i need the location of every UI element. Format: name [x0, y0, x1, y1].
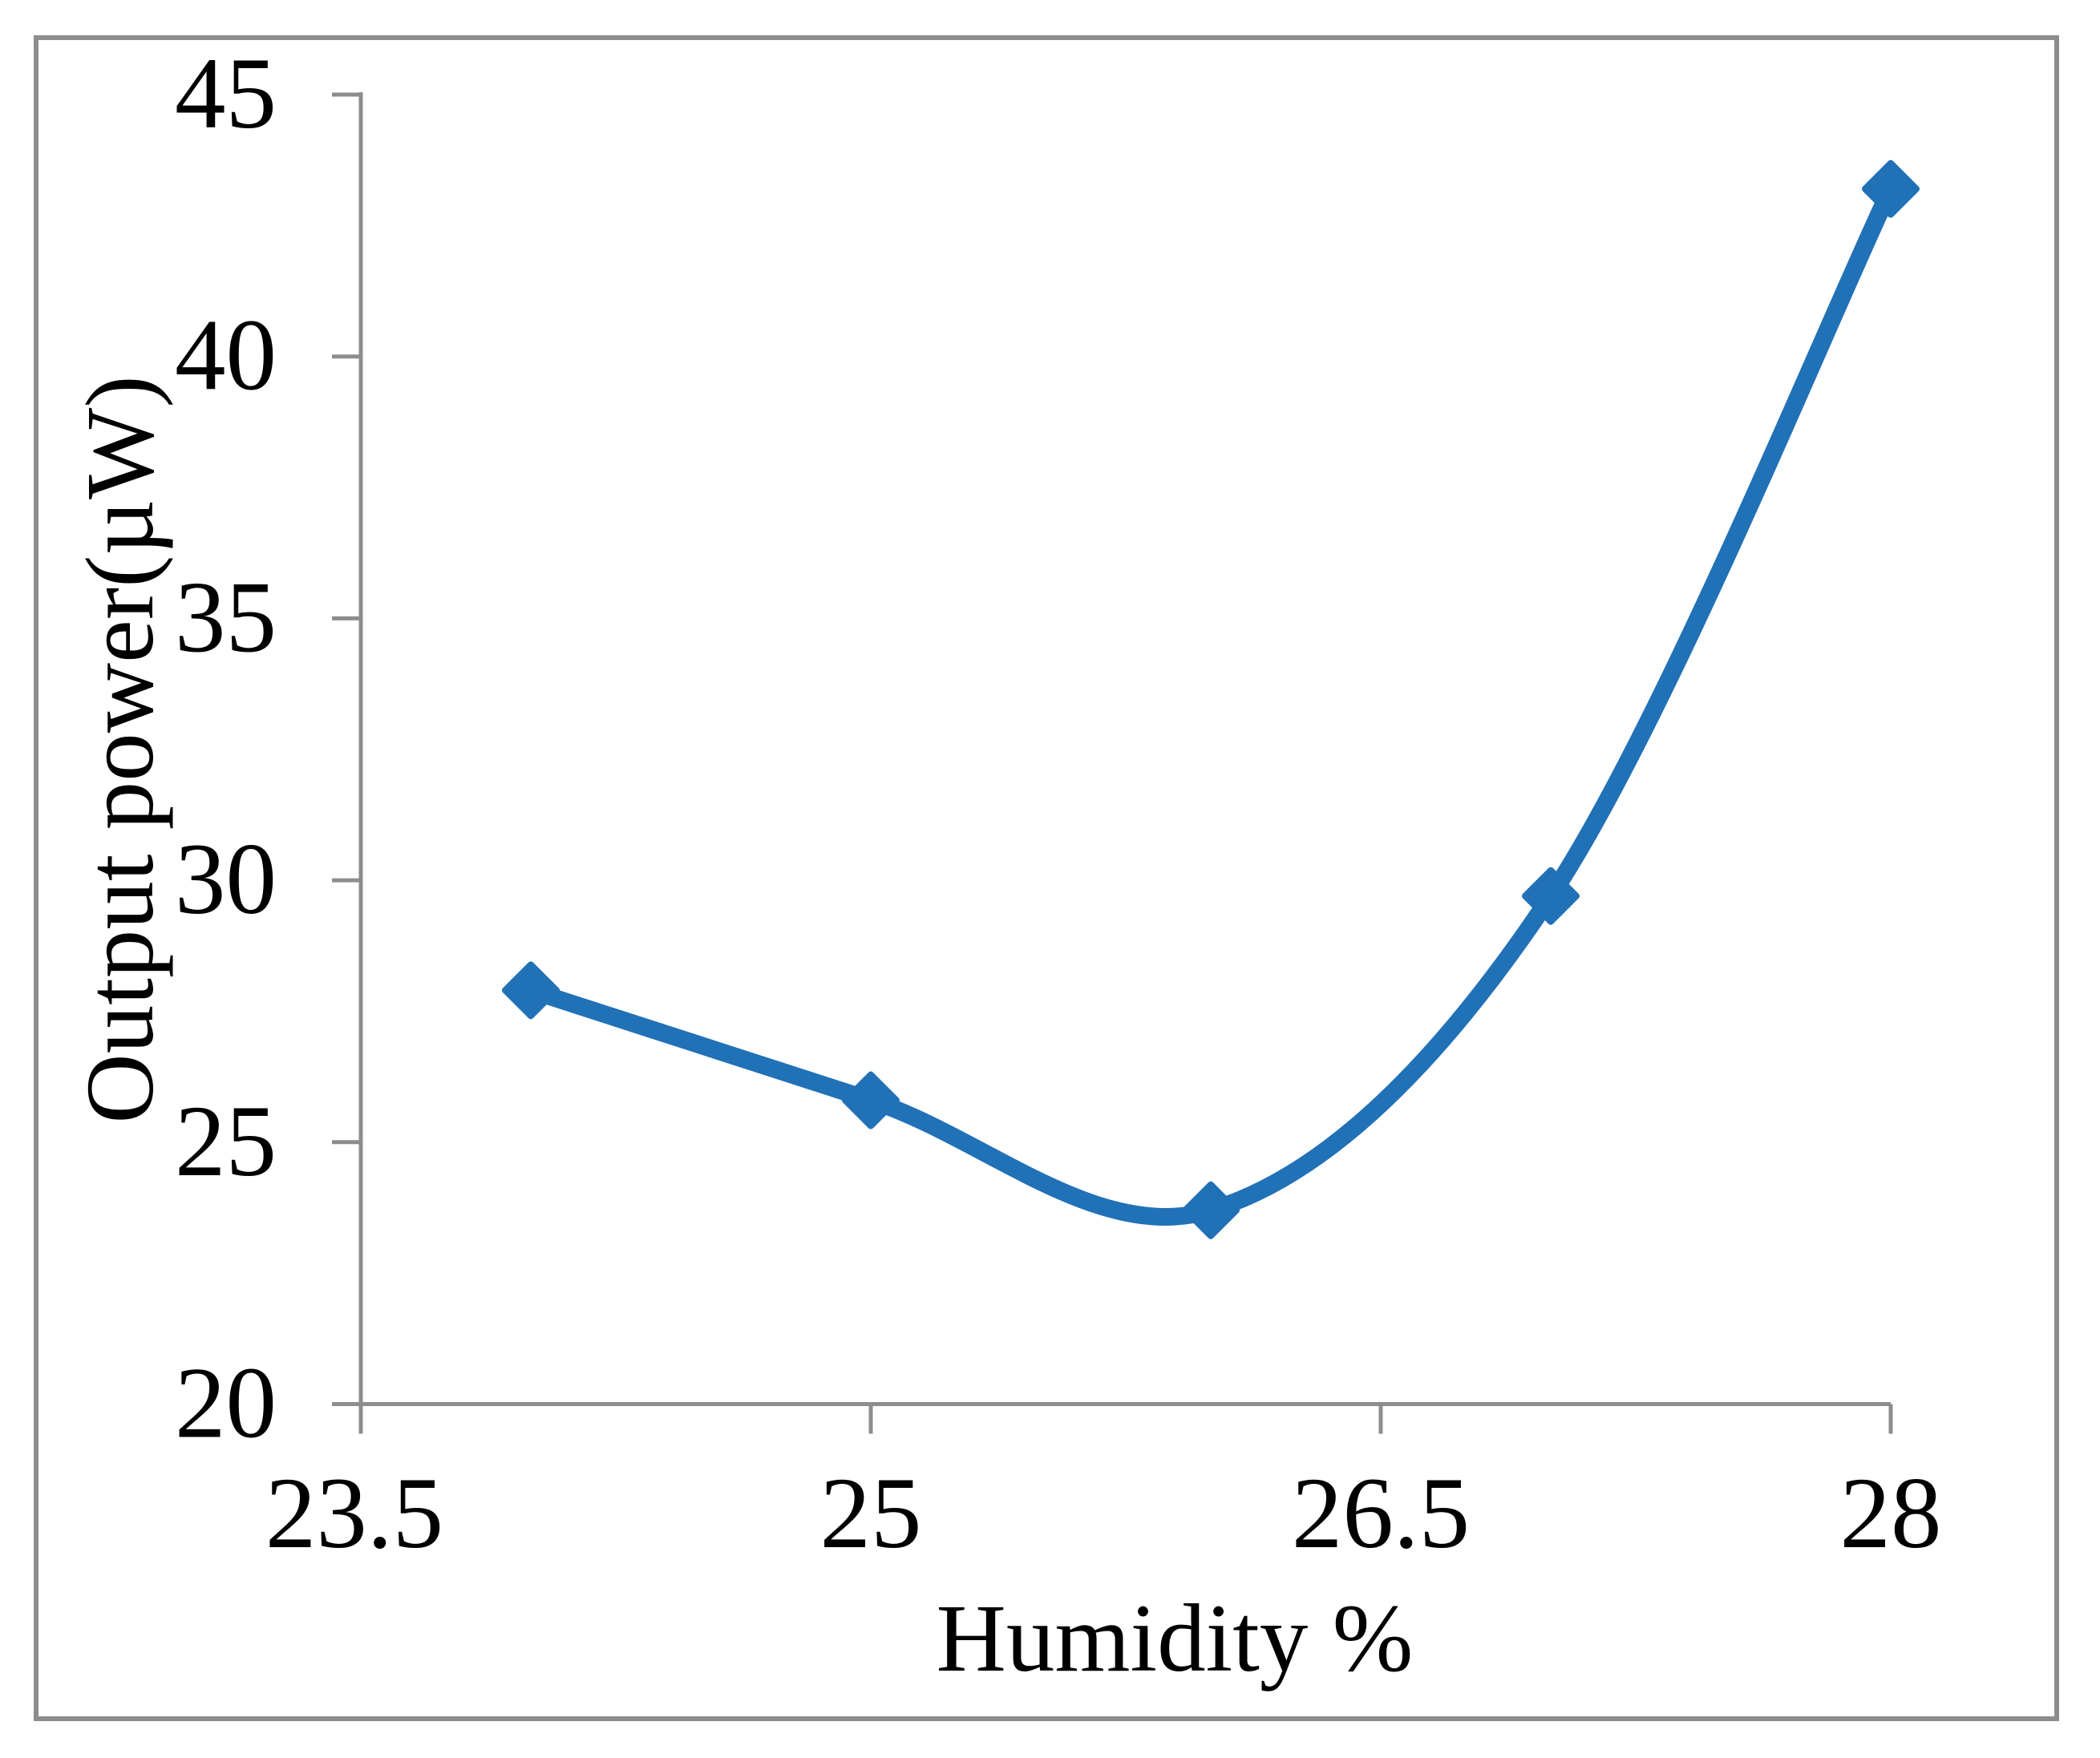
data-point-marker	[842, 1071, 900, 1130]
y-tick-label: 35	[175, 561, 277, 673]
chart-border	[34, 35, 2059, 1721]
plot-area: 20 25 30 35 40 45 23.5 25 26.5 28	[175, 38, 1942, 1570]
y-tick-label: 45	[175, 38, 277, 150]
data-point-marker	[1862, 160, 1920, 218]
y-axis-title: Output power(µW)	[67, 375, 174, 1123]
y-tick-label: 30	[175, 823, 277, 936]
data-point-marker	[1522, 867, 1580, 925]
x-axis-title: Humidity %	[937, 1585, 1414, 1692]
x-tick-label: 26.5	[1292, 1457, 1470, 1570]
x-tick-label: 23.5	[265, 1457, 443, 1570]
data-point-marker	[1182, 1181, 1240, 1239]
x-tick-label: 25	[820, 1457, 922, 1570]
y-tick-label: 40	[175, 300, 277, 412]
x-tick-label: 28	[1840, 1457, 1942, 1570]
series-line	[522, 180, 1900, 1226]
data-point-marker	[502, 961, 560, 1020]
y-tick-label: 25	[175, 1085, 277, 1198]
y-tick-label: 20	[175, 1348, 277, 1460]
